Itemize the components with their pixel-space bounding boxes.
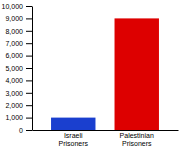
tick: PalestinianPrisoners (120, 132, 154, 147)
tick-label: 10,000 (2, 3, 24, 10)
tick-mark (26, 80, 32, 81)
tick-label-line: Prisoners (58, 140, 88, 147)
tick-mark (26, 31, 32, 32)
y-axis: 0 1,000 2,000 3,000 4,000 5,000 6,000 7,000 8,00… (2, 3, 33, 134)
bars (51, 18, 159, 130)
plot: 0 1,000 2,000 3,000 4,000 5,000 6,000 7,000 8,00… (2, 3, 179, 147)
tick: IsraeliPrisoners (58, 132, 88, 147)
tick: 1,000 (5, 114, 32, 121)
tick-label: 5,000 (5, 65, 23, 72)
tick-label-line: Israeli (64, 132, 83, 139)
tick-label-line: Prisoners (122, 140, 152, 147)
tick-label: 0 (19, 127, 23, 134)
tick: 10,000 (2, 3, 32, 10)
tick: 4,000 (5, 77, 32, 84)
tick-mark (26, 43, 32, 44)
tick-mark (26, 68, 32, 69)
tick: 9,000 (5, 15, 32, 22)
tick: 8,000 (5, 28, 32, 35)
tick: 6,000 (5, 52, 32, 59)
bar (51, 118, 95, 130)
tick-label: 3,000 (5, 90, 23, 97)
tick-mark (26, 6, 32, 7)
tick-label: 6,000 (5, 52, 23, 59)
tick-label: 2,000 (5, 102, 23, 109)
tick: 0 (19, 127, 32, 134)
chart: 0 1,000 2,000 3,000 4,000 5,000 6,000 7,000 8,00… (0, 0, 184, 152)
tick-label: IsraeliPrisoners (58, 132, 88, 147)
tick: 2,000 (5, 102, 32, 109)
tick-mark (26, 56, 32, 57)
tick: 3,000 (5, 90, 32, 97)
tick-label: 4,000 (5, 77, 23, 84)
tick: 5,000 (5, 65, 32, 72)
axis-line (33, 130, 179, 131)
tick-label: 8,000 (5, 28, 23, 35)
bar (115, 18, 159, 130)
tick-label-line: Palestinian (120, 132, 154, 139)
tick-mark (26, 105, 32, 106)
x-axis: IsraeliPrisonersPalestinianPrisoners (33, 131, 179, 147)
tick-mark (26, 118, 32, 119)
tick-label: PalestinianPrisoners (120, 132, 154, 147)
tick-label: 1,000 (5, 114, 23, 121)
tick: 7,000 (5, 40, 32, 47)
tick-mark (26, 18, 32, 19)
tick-mark (26, 130, 32, 131)
tick-mark (26, 93, 32, 94)
tick-label: 7,000 (5, 40, 23, 47)
tick-label: 9,000 (5, 15, 23, 22)
axis-line (32, 7, 33, 131)
